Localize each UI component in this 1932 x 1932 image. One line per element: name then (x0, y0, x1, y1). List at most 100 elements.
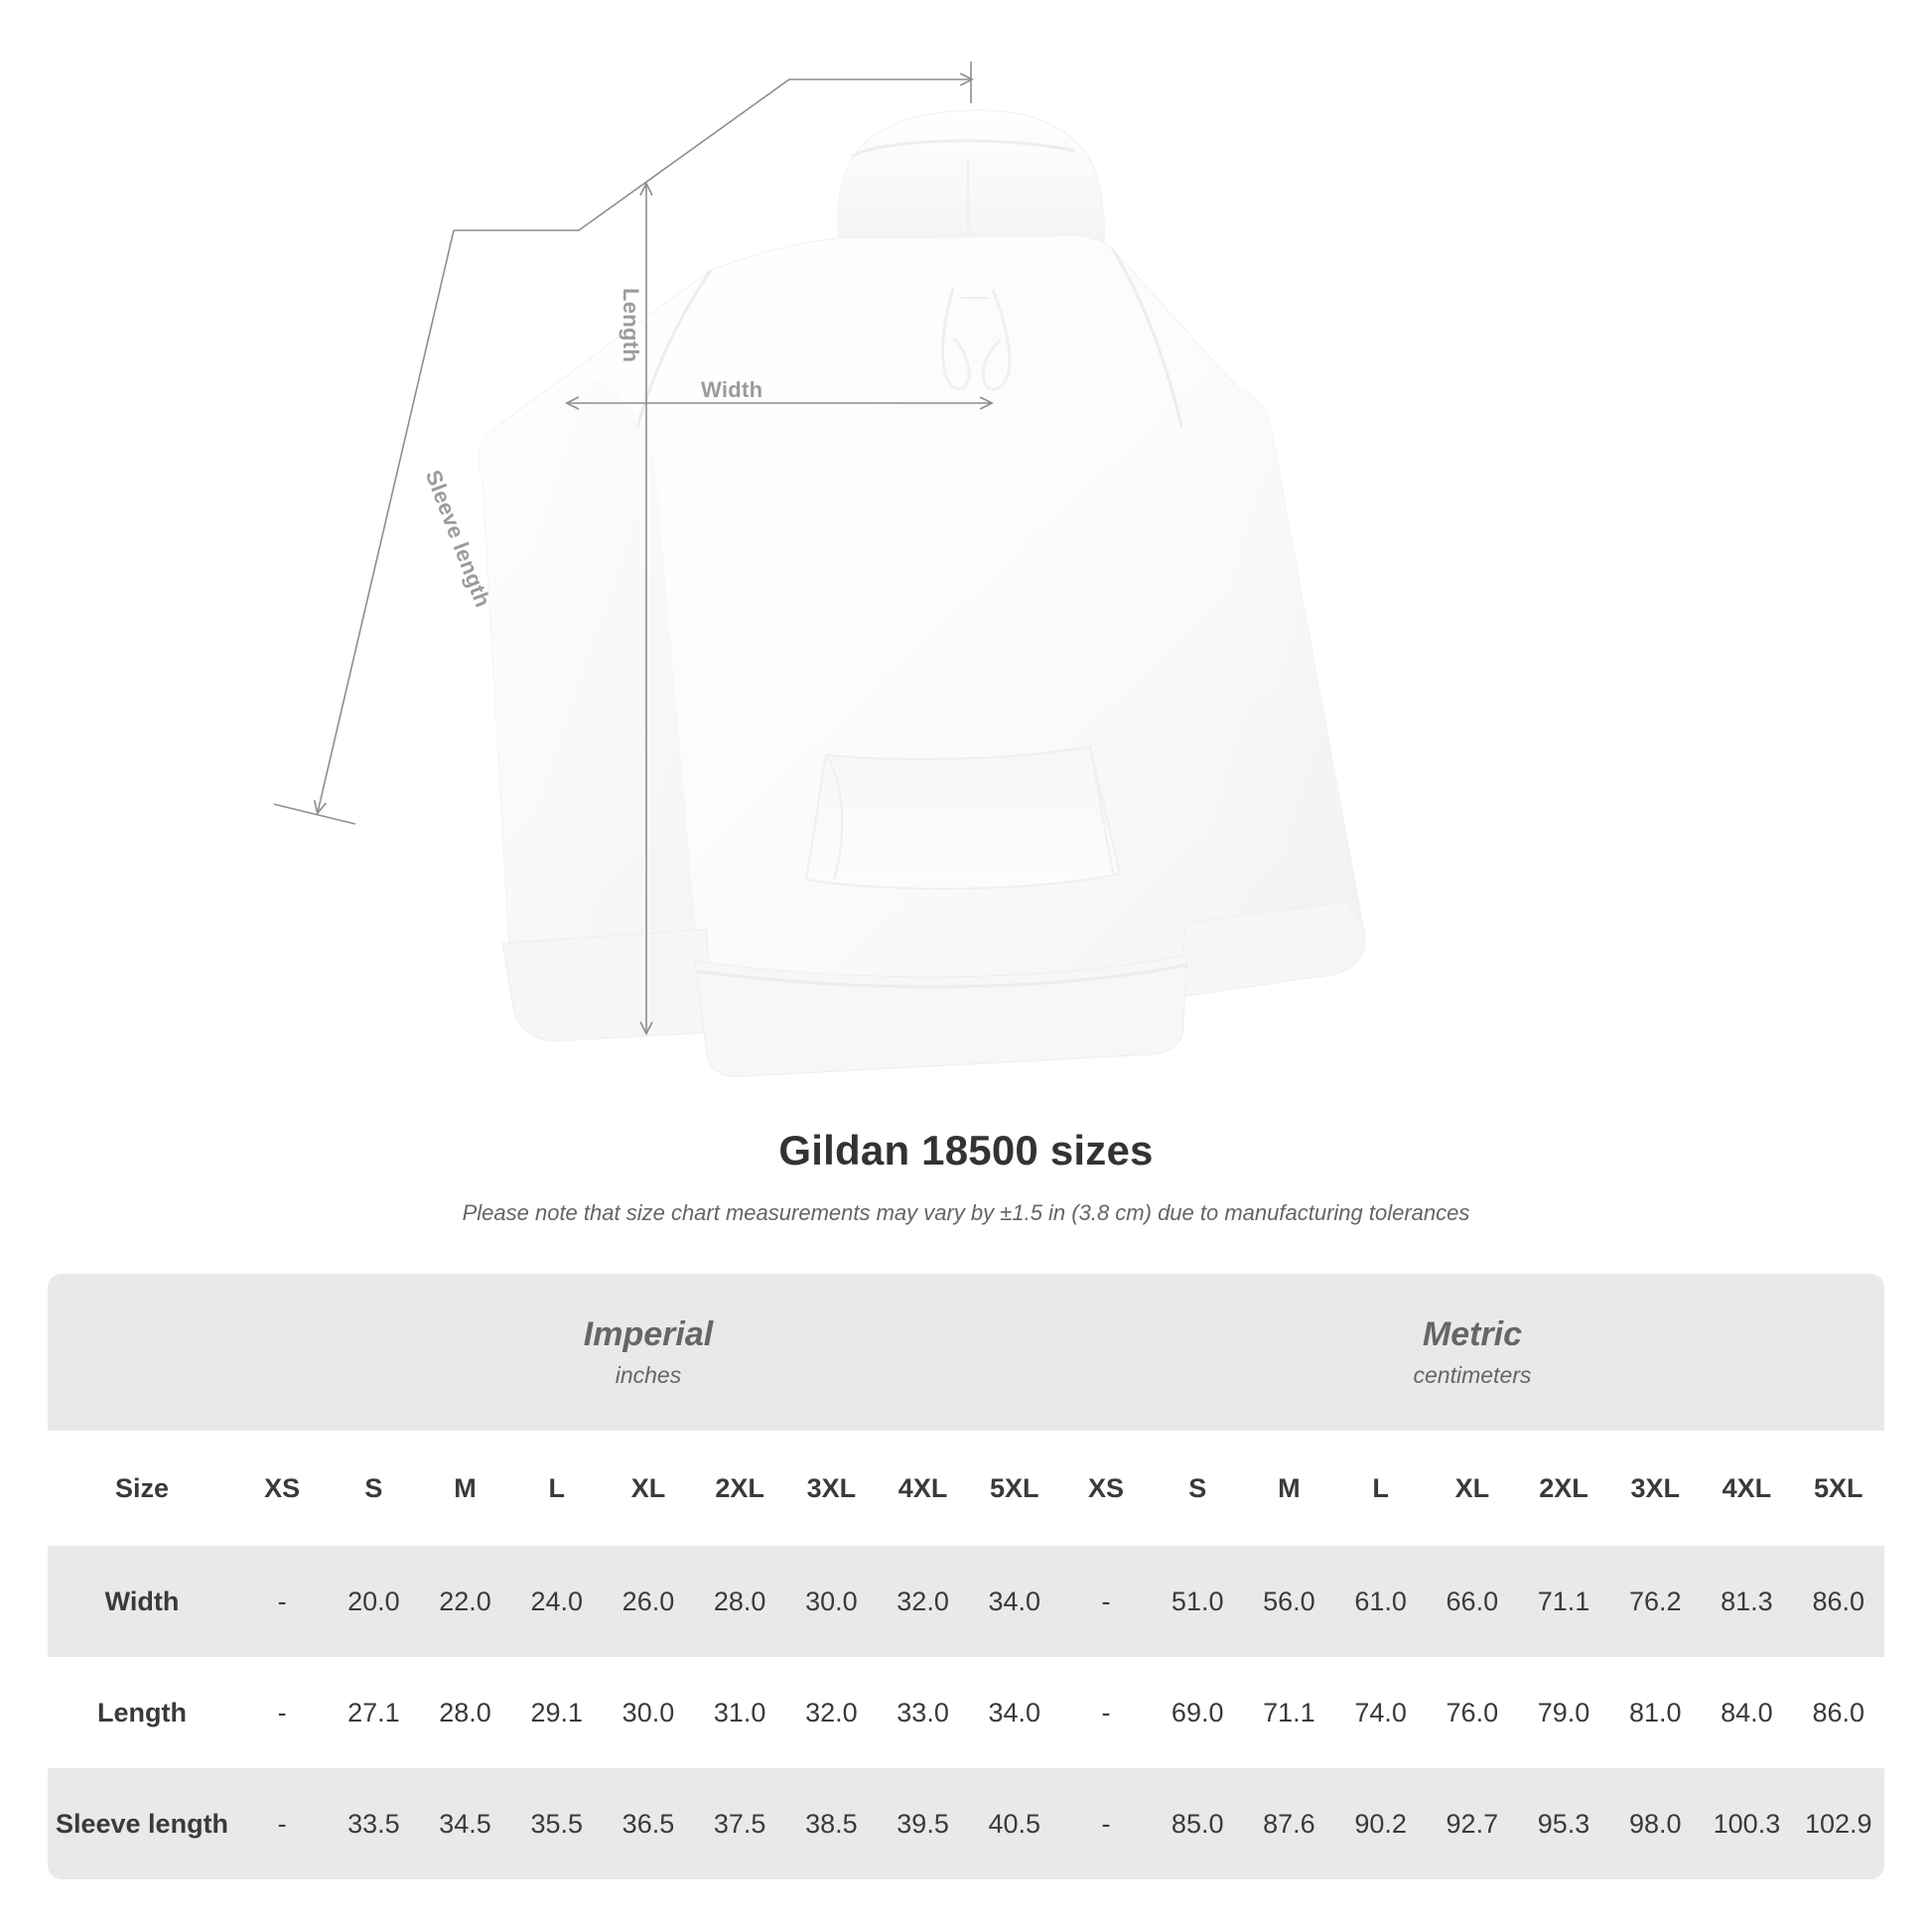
size-header-imperial-xl: XL (602, 1431, 695, 1546)
cell-sleeve-metric-2xl: 95.3 (1517, 1768, 1610, 1879)
unit-title-imperial: Imperial (583, 1314, 714, 1353)
unit-title-metric: Metric (1422, 1314, 1523, 1353)
cell-width-imperial-4xl: 32.0 (877, 1546, 969, 1657)
cell-length-metric-3xl: 81.0 (1609, 1657, 1702, 1768)
size-header-imperial-m: M (419, 1431, 511, 1546)
cell-length-metric-xs: - (1059, 1657, 1153, 1768)
unit-banner-row: Imperial inches Metric centimeters (48, 1274, 1884, 1431)
cell-sleeve-imperial-4xl: 39.5 (877, 1768, 969, 1879)
sleeve-length-dimension (273, 62, 971, 825)
cell-length-metric-m: 71.1 (1243, 1657, 1335, 1768)
page-title: Gildan 18500 sizes (778, 1127, 1154, 1173)
cell-length-metric-s: 69.0 (1152, 1657, 1244, 1768)
cell-length-imperial-2xl: 31.0 (694, 1657, 786, 1768)
size-header-imperial-4xl: 4XL (877, 1431, 969, 1546)
size-header-metric-2xl: 2XL (1517, 1431, 1610, 1546)
size-header-row: Size XS S M L XL 2XL 3XL 4XL 5XL XS S M … (48, 1431, 1884, 1546)
size-header-metric-l: L (1334, 1431, 1427, 1546)
cell-width-metric-4xl: 81.3 (1701, 1546, 1793, 1657)
tolerance-note: Please note that size chart measurements… (462, 1200, 1470, 1225)
size-header-imperial-xs: XS (236, 1431, 329, 1546)
size-header-metric-4xl: 4XL (1701, 1431, 1793, 1546)
size-header-metric-5xl: 5XL (1792, 1431, 1884, 1546)
cell-sleeve-metric-3xl: 98.0 (1609, 1768, 1702, 1879)
row-label-width: Width (48, 1546, 237, 1657)
cell-width-metric-m: 56.0 (1243, 1546, 1335, 1657)
cell-length-imperial-l: 29.1 (510, 1657, 603, 1768)
length-dimension-label: Length (619, 288, 643, 363)
size-header-imperial-2xl: 2XL (694, 1431, 786, 1546)
cell-width-metric-2xl: 71.1 (1517, 1546, 1610, 1657)
unit-header-metric: Metric centimeters (1059, 1274, 1884, 1431)
cell-sleeve-imperial-m: 34.5 (419, 1768, 511, 1879)
cell-sleeve-metric-5xl: 102.9 (1792, 1768, 1884, 1879)
unit-sub-imperial: inches (615, 1362, 682, 1389)
hoodie-illustration (273, 62, 1366, 1077)
cell-sleeve-metric-4xl: 100.3 (1701, 1768, 1793, 1879)
cell-length-imperial-5xl: 34.0 (968, 1657, 1060, 1768)
cell-sleeve-metric-m: 87.6 (1243, 1768, 1335, 1879)
unit-header-imperial: Imperial inches (236, 1274, 1060, 1431)
cell-length-imperial-4xl: 33.0 (877, 1657, 969, 1768)
table-row: Width - 20.0 22.0 24.0 26.0 28.0 30.0 32… (48, 1546, 1884, 1657)
cell-width-metric-5xl: 86.0 (1792, 1546, 1884, 1657)
size-header-metric-xl: XL (1426, 1431, 1518, 1546)
size-header-metric-3xl: 3XL (1609, 1431, 1702, 1546)
cell-length-metric-5xl: 86.0 (1792, 1657, 1884, 1768)
cell-width-imperial-5xl: 34.0 (968, 1546, 1060, 1657)
title-block: Gildan 18500 sizes Please note that size… (0, 1127, 1932, 1226)
cell-width-imperial-l: 24.0 (510, 1546, 603, 1657)
row-label-length: Length (48, 1657, 237, 1768)
cell-width-imperial-2xl: 28.0 (694, 1546, 786, 1657)
cell-width-imperial-xl: 26.0 (602, 1546, 695, 1657)
column-header-size: Size (48, 1431, 237, 1546)
cell-width-imperial-xs: - (236, 1546, 329, 1657)
cell-length-imperial-3xl: 32.0 (785, 1657, 878, 1768)
cell-length-imperial-xl: 30.0 (602, 1657, 695, 1768)
cell-length-imperial-xs: - (236, 1657, 329, 1768)
size-header-imperial-s: S (328, 1431, 420, 1546)
size-header-imperial-3xl: 3XL (785, 1431, 878, 1546)
cell-width-metric-s: 51.0 (1152, 1546, 1244, 1657)
measurement-lines (273, 62, 991, 1033)
size-header-metric-m: M (1243, 1431, 1335, 1546)
size-header-imperial-l: L (510, 1431, 603, 1546)
cell-width-imperial-3xl: 30.0 (785, 1546, 878, 1657)
cell-sleeve-imperial-xl: 36.5 (602, 1768, 695, 1879)
garment-diagram: Length Width Sleeve length (273, 62, 1366, 1077)
cell-sleeve-metric-xs: - (1059, 1768, 1153, 1879)
size-header-metric-s: S (1152, 1431, 1244, 1546)
table-row: Sleeve length - 33.5 34.5 35.5 36.5 37.5… (48, 1768, 1884, 1879)
unit-banner-spacer (48, 1274, 237, 1431)
cell-sleeve-imperial-s: 33.5 (328, 1768, 420, 1879)
cell-sleeve-metric-s: 85.0 (1152, 1768, 1244, 1879)
cell-length-imperial-m: 28.0 (419, 1657, 511, 1768)
cell-sleeve-imperial-3xl: 38.5 (785, 1768, 878, 1879)
cell-width-metric-xl: 66.0 (1426, 1546, 1518, 1657)
cell-length-metric-xl: 76.0 (1426, 1657, 1518, 1768)
cell-width-metric-3xl: 76.2 (1609, 1546, 1702, 1657)
size-header-metric-xs: XS (1059, 1431, 1153, 1546)
cell-sleeve-imperial-l: 35.5 (510, 1768, 603, 1879)
cell-sleeve-metric-xl: 92.7 (1426, 1768, 1518, 1879)
size-header-imperial-5xl: 5XL (968, 1431, 1060, 1546)
cell-sleeve-imperial-xs: - (236, 1768, 329, 1879)
table-row: Length - 27.1 28.0 29.1 30.0 31.0 32.0 3… (48, 1657, 1884, 1768)
cell-width-imperial-s: 20.0 (328, 1546, 420, 1657)
cell-width-imperial-m: 22.0 (419, 1546, 511, 1657)
cell-sleeve-imperial-2xl: 37.5 (694, 1768, 786, 1879)
row-label-sleeve-length: Sleeve length (48, 1768, 237, 1879)
cell-length-metric-4xl: 84.0 (1701, 1657, 1793, 1768)
size-chart-table-container: Imperial inches Metric centimeters Size … (48, 1274, 1884, 1879)
cell-sleeve-metric-l: 90.2 (1334, 1768, 1427, 1879)
cell-sleeve-imperial-5xl: 40.5 (968, 1768, 1060, 1879)
cell-width-metric-l: 61.0 (1334, 1546, 1427, 1657)
hoodie-body-shape (478, 109, 1366, 1077)
cell-length-imperial-s: 27.1 (328, 1657, 420, 1768)
cell-width-metric-xs: - (1059, 1546, 1153, 1657)
size-chart-table: Imperial inches Metric centimeters Size … (48, 1274, 1884, 1879)
cell-length-metric-l: 74.0 (1334, 1657, 1427, 1768)
width-dimension-label: Width (701, 377, 763, 402)
unit-sub-metric: centimeters (1413, 1362, 1532, 1389)
cell-length-metric-2xl: 79.0 (1517, 1657, 1610, 1768)
